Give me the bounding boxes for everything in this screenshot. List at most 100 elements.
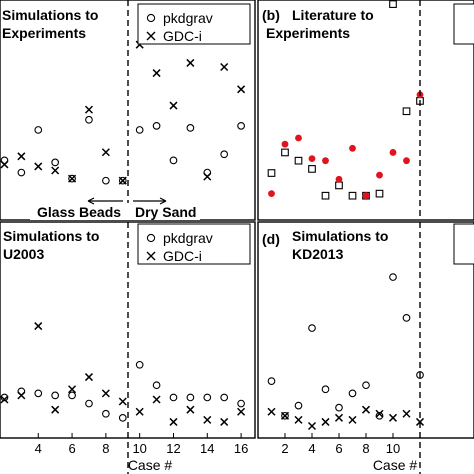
legend-c-circle-marker bbox=[146, 233, 156, 243]
panel-c-point-s1-5 bbox=[68, 385, 77, 394]
panel-d-point-s0-10 bbox=[402, 314, 411, 322]
panel-b-point-s1-7 bbox=[362, 192, 370, 200]
panel-a-point-s1-14 bbox=[220, 62, 229, 72]
panel-c-point-s1-6 bbox=[84, 373, 93, 382]
panel-d-point-s1-1 bbox=[280, 411, 290, 420]
legend-b-partial bbox=[453, 3, 474, 45]
panel-a-point-s0-5 bbox=[68, 174, 76, 183]
panel-d-point-s1-9 bbox=[388, 413, 398, 422]
annotation-glass-beads: Glass Beads bbox=[37, 204, 121, 220]
panel-a-point-s1-11 bbox=[169, 101, 178, 110]
panel-d-point-s0-6 bbox=[348, 389, 357, 398]
panel-c-point-s1-4 bbox=[51, 405, 60, 414]
plot-area-b bbox=[267, 0, 424, 200]
panel-c-point-s0-6 bbox=[85, 399, 93, 408]
panel-c-point-s0-9 bbox=[135, 360, 144, 369]
panel-b-point-s1-0 bbox=[268, 190, 275, 198]
panel-d-point-s0-1 bbox=[281, 411, 289, 420]
panel-a-title-line1: Simulations to bbox=[2, 7, 98, 23]
panel-a-point-s0-14 bbox=[220, 150, 229, 159]
panel-a-point-s0-9 bbox=[135, 126, 144, 134]
panel-d-point-s0-2 bbox=[294, 401, 303, 410]
legend-c-x-marker bbox=[146, 251, 156, 261]
panel-b-point-s0-3 bbox=[308, 165, 316, 173]
panel-d-point-s0-4 bbox=[321, 385, 330, 394]
panel-c-xtick-label-4: 12 bbox=[166, 441, 180, 456]
panel-d-point-s1-0 bbox=[267, 407, 276, 416]
panel-d-point-s0-0 bbox=[267, 377, 276, 385]
panel-c-xtick-label-5: 14 bbox=[200, 441, 214, 456]
panel-c-point-s1-8 bbox=[118, 397, 127, 406]
panel-c-point-s0-7 bbox=[102, 409, 110, 418]
panel-d-point-s1-5 bbox=[334, 413, 344, 422]
panel-c-point-s0-15 bbox=[237, 399, 245, 408]
panel-c-point-s1-2 bbox=[17, 391, 26, 400]
panel-b-frame bbox=[257, 0, 474, 221]
panel-b-label: (b) bbox=[262, 7, 280, 23]
panel-a: Simulations to Experiments pkdgrav GDC-i… bbox=[0, 0, 256, 221]
panel-b-point-s1-9 bbox=[389, 149, 397, 156]
panel-b-point-s1-6 bbox=[349, 144, 356, 152]
panel-d-point-s1-10 bbox=[402, 409, 411, 418]
annotation-dry-sand: Dry Sand bbox=[135, 204, 196, 220]
panel-c-point-s1-14 bbox=[220, 417, 229, 426]
plot-area-c bbox=[0, 322, 246, 426]
panel-b-point-s1-2 bbox=[295, 134, 302, 142]
panel-d-xtick-label-4: 10 bbox=[386, 441, 400, 456]
panel-b-point-s0-9 bbox=[389, 0, 397, 8]
panel-d: (d) Simulations to KD2013 2 4 6 8 10 Case # bbox=[257, 221, 474, 474]
panel-a-point-s0-10 bbox=[152, 122, 161, 130]
panel-c-point-s1-13 bbox=[203, 415, 212, 424]
panel-b-point-s0-1 bbox=[281, 148, 289, 157]
panel-a-point-s0-6 bbox=[85, 115, 93, 124]
panel-c-point-s1-10 bbox=[152, 395, 161, 404]
panel-d-xtick-label-0: 2 bbox=[281, 441, 288, 456]
panel-a-point-s1-8 bbox=[118, 176, 127, 185]
panel-c-point-s0-3 bbox=[34, 389, 43, 398]
panel-c-point-s1-3 bbox=[34, 322, 43, 331]
panel-d-point-s1-3 bbox=[307, 421, 317, 431]
panel-c-point-s1-7 bbox=[101, 389, 110, 398]
panel-b-point-s0-10 bbox=[402, 107, 411, 116]
panel-d-point-s0-7 bbox=[362, 381, 370, 390]
legend-a-x-marker bbox=[146, 31, 156, 41]
panel-c-point-s0-11 bbox=[169, 393, 178, 402]
panel-d-point-s1-7 bbox=[361, 405, 371, 414]
panel-d-point-s1-4 bbox=[321, 417, 330, 426]
panel-b-point-s1-4 bbox=[322, 157, 329, 165]
panel-a-point-s1-7 bbox=[101, 148, 110, 157]
legend-d-partial bbox=[453, 223, 474, 265]
panel-c-point-s1-1 bbox=[0, 395, 9, 404]
panel-a-point-s1-1 bbox=[0, 160, 9, 169]
legend-c bbox=[137, 223, 251, 265]
panel-b-title-line1: Literature to bbox=[292, 7, 374, 23]
panel-a-point-s0-2 bbox=[17, 168, 26, 177]
x-axis-label-d: Case # bbox=[373, 457, 418, 473]
panel-c-xtick-label-3: 10 bbox=[132, 441, 146, 456]
panel-c-point-s0-1 bbox=[0, 393, 9, 402]
panel-a-point-s0-4 bbox=[51, 158, 60, 167]
panel-c-point-s1-9 bbox=[135, 407, 144, 416]
panel-c-point-s1-11 bbox=[169, 417, 178, 426]
panel-c-xtick-label-1: 6 bbox=[68, 441, 75, 456]
panel-c-xtick-label-0: 4 bbox=[35, 441, 42, 456]
panel-c-xtick-label-2: 8 bbox=[102, 441, 109, 456]
arrow-right bbox=[133, 197, 167, 205]
panel-c-point-s0-13 bbox=[203, 393, 212, 402]
panel-b-point-s1-1 bbox=[281, 140, 289, 148]
panel-a-point-s0-11 bbox=[169, 156, 178, 165]
panel-a-point-s1-3 bbox=[34, 162, 43, 171]
panel-b-point-s0-4 bbox=[321, 191, 330, 200]
panel-d-point-s0-11 bbox=[416, 371, 424, 379]
panel-b-point-s1-10 bbox=[403, 157, 410, 165]
panel-c-xtick-label-6: 16 bbox=[234, 441, 248, 456]
panel-d-xtick-label-2: 6 bbox=[335, 441, 342, 456]
panel-d-title-line2: KD2013 bbox=[292, 246, 344, 262]
panel-b-point-s0-0 bbox=[267, 169, 276, 177]
panel-a-point-s0-15 bbox=[237, 122, 245, 130]
panel-d-point-s1-6 bbox=[348, 415, 357, 424]
panel-c-point-s0-5 bbox=[68, 391, 76, 400]
panel-b-point-s0-2 bbox=[294, 156, 303, 165]
legend-c-label-gdci: GDC-i bbox=[163, 248, 202, 264]
panel-d-point-s1-2 bbox=[294, 415, 303, 424]
